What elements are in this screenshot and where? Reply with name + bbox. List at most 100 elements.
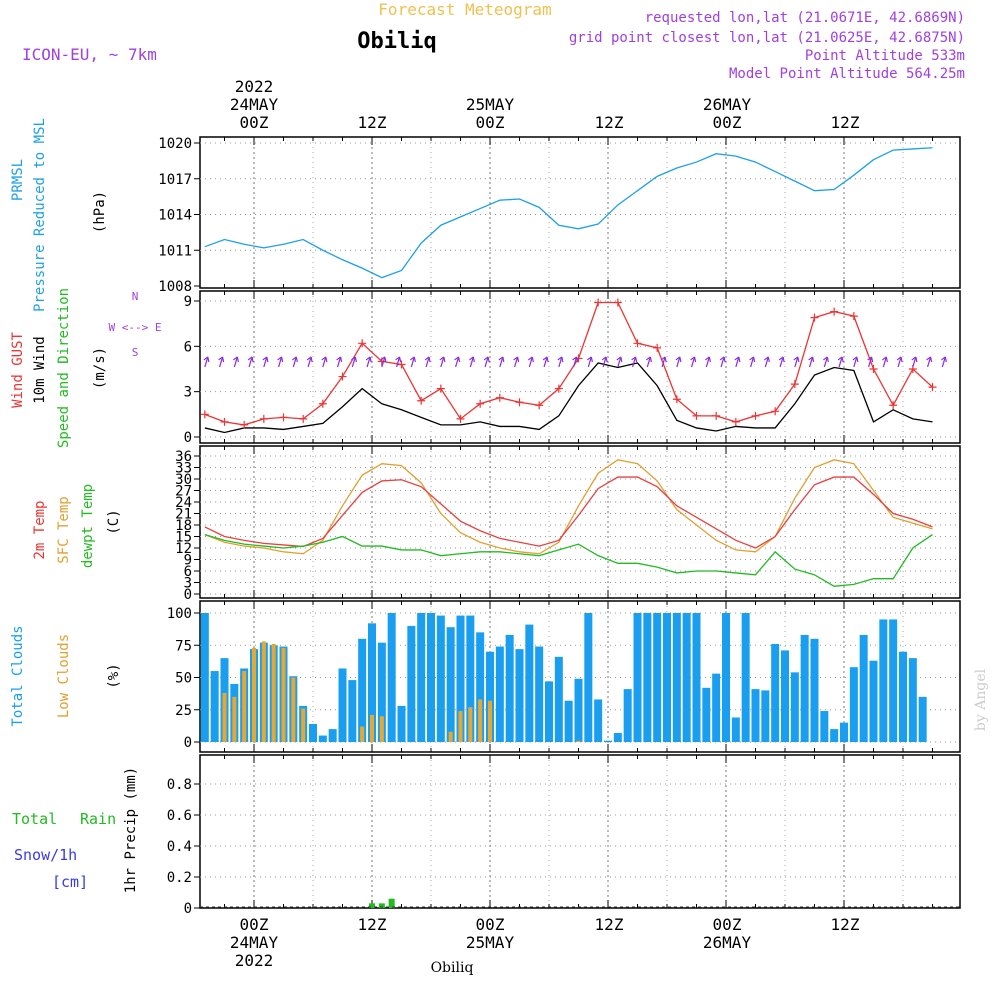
total-cloud-bar [800,634,809,742]
wind-arrow-head [822,356,829,363]
wind-arrow-head [690,356,697,363]
low-cloud-bar [458,711,463,742]
y-tick-label-1-2: 6 [184,339,192,355]
gust-marker [771,407,780,416]
footer-station: Obiliq [431,960,474,976]
total-cloud-bar [210,671,219,742]
wind-arrow [646,356,651,368]
total-cloud-bar [623,689,632,742]
y-tick-label-1-0: 0 [184,430,192,446]
total-cloud-bar [761,690,770,742]
clouds-label-1: Total Clouds [10,625,26,726]
total-cloud-bar [741,613,750,742]
wind-arrow [632,356,637,368]
y-tick-label-2-1: 3 [184,576,192,592]
wind-arrow [484,356,489,368]
wind-arrow-head [277,356,284,363]
total-cloud-bar [594,699,603,742]
total-cloud-bar [840,722,848,742]
panel-frame-2 [199,445,961,599]
wind-arrow [779,356,784,368]
y-tick-label-0-1: 1011 [158,243,192,259]
wind-arrow [558,356,563,368]
wind-arrow [691,356,696,368]
pressure-label-1: PRMSL [10,159,26,201]
total-cloud-bar [810,638,819,742]
total-cloud-bar [328,729,337,742]
temp-unit: (C) [106,509,122,534]
title-top: Forecast Meteogram [378,0,551,19]
y-tick-label-1-1: 3 [184,385,192,401]
gust-marker [889,401,898,410]
wind-arrow [794,356,799,368]
precip-unit: 1hr Precip (mm) [123,767,139,893]
wind-arrow [499,356,504,368]
panel-frame-0 [199,136,961,289]
y-tick-label-4-4: 0.8 [167,777,192,793]
wind-arrow-head [454,356,461,363]
precip-label-total: Total [12,810,57,828]
y-tick-label-3-4: 100 [167,606,192,622]
gust-marker [633,339,642,348]
total-cloud-bar [436,615,445,742]
wind-arrow-head [468,356,475,363]
total-cloud-bar [830,729,839,742]
wind-arrow-head [336,356,343,363]
wind-arrow [351,356,356,368]
top-hour-4: 00Z [713,113,742,132]
total-cloud-bar [525,624,534,742]
gust-marker [476,399,485,408]
point-altitude: Point Altitude 533m [805,48,965,64]
wind-arrow-head [247,356,254,363]
total-cloud-bar [417,613,426,742]
wind-arrow-head [439,356,446,363]
total-cloud-bar [318,735,327,742]
gust-marker [220,417,229,426]
gust-line [204,301,933,426]
y-tick-label-2-12: 36 [175,449,192,465]
temp-2m-line [204,476,933,549]
top-hour-1: 12Z [358,113,387,132]
precip-label-snow: Snow/1h [14,846,77,864]
total-cloud-bar [731,717,740,742]
low-cloud-bar [242,671,247,742]
y-tick-label-2-6: 18 [175,518,192,534]
wind-arrow [307,356,312,368]
gust-marker [594,298,603,307]
wind-arrow-head [424,356,431,363]
low-cloud-bar [488,700,492,742]
wind-arrow-head [395,356,402,363]
low-cloud-bar [448,731,453,742]
total-cloud-bar [407,625,416,742]
wind-arrow-head [601,356,608,363]
wind-arrow-head [881,356,888,363]
gust-marker [456,414,465,423]
total-cloud-bar [781,650,789,742]
wind-arrow-head [572,356,579,363]
pressure-label-2: Pressure Reduced to MSL [32,118,48,312]
wind-arrow [720,356,725,368]
pressure-line [204,147,933,279]
wind-arrow-head [719,356,726,363]
wind-label-2: 10m Wind [32,336,48,403]
wind-arrow [292,356,297,368]
total-cloud-bar [515,649,524,742]
gust-marker [200,410,209,419]
wind-arrow-head [704,356,711,363]
bottom-date-0: 24MAY [230,933,279,952]
y-tick-label-3-2: 50 [175,671,192,687]
wind-arrow [263,356,268,368]
y-tick-label-3-3: 75 [175,638,192,654]
wind-arrow-head [631,356,638,363]
low-cloud-bar [281,647,286,742]
gust-marker [358,339,367,348]
wind-arrow [912,356,917,368]
total-cloud-bar [771,643,780,742]
top-hour-3: 12Z [595,113,624,132]
wind-arrow-head [350,356,357,363]
panel-frame-3 [199,600,961,753]
top-hour-2: 00Z [476,113,505,132]
precip-label-rain: Rain [80,810,116,828]
y-tick-label-2-7: 21 [175,507,192,523]
y-tick-label-0-2: 1014 [158,208,192,224]
